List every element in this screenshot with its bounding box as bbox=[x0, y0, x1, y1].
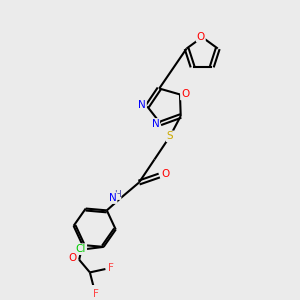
Text: F: F bbox=[107, 262, 113, 273]
Text: O: O bbox=[161, 169, 169, 179]
Text: O: O bbox=[197, 32, 205, 42]
Text: O: O bbox=[181, 89, 189, 100]
Text: Cl: Cl bbox=[76, 244, 86, 254]
Text: N: N bbox=[152, 119, 159, 129]
Text: N: N bbox=[109, 193, 117, 203]
Text: F: F bbox=[93, 289, 98, 299]
Text: N: N bbox=[138, 100, 146, 110]
Text: S: S bbox=[167, 131, 173, 141]
Text: H: H bbox=[114, 190, 121, 199]
Text: O: O bbox=[69, 253, 77, 263]
